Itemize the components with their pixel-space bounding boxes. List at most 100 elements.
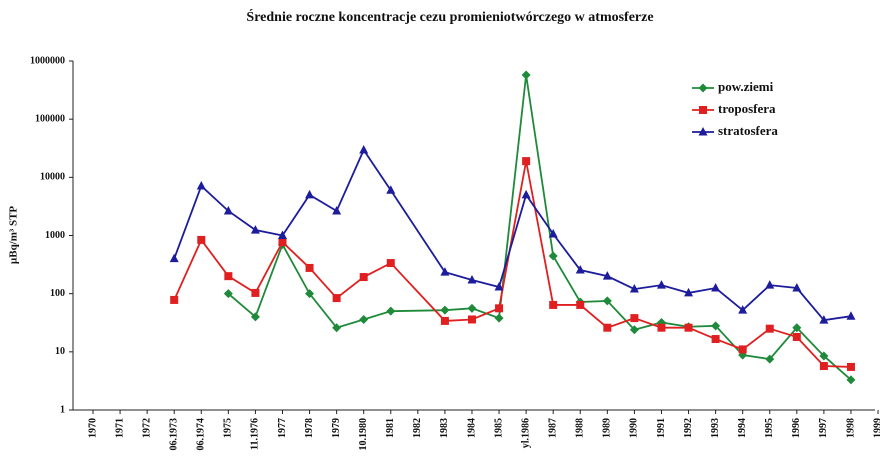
series-line	[227, 74, 852, 381]
x-tick-label: 1979	[331, 418, 342, 438]
data-point	[738, 345, 747, 354]
x-tick-label: 1985	[493, 418, 504, 438]
legend-label: troposfera	[718, 101, 776, 116]
data-point	[359, 273, 368, 282]
legend-label: stratosfera	[718, 123, 778, 138]
data-point	[548, 229, 558, 238]
data-point	[494, 282, 504, 291]
data-point	[197, 235, 206, 244]
x-tick-label: 1993	[710, 418, 721, 438]
data-point	[684, 287, 694, 297]
data-point	[521, 70, 531, 80]
x-tick-label: 1972	[141, 418, 152, 438]
data-point	[765, 354, 775, 364]
data-point	[576, 300, 585, 309]
data-point	[765, 324, 774, 333]
data-point	[792, 332, 801, 341]
data-point	[278, 238, 287, 247]
y-tick-label: 10000	[40, 172, 65, 183]
legend-label: pow.ziemi	[718, 79, 774, 94]
data-point	[711, 321, 721, 331]
y-tick-label: 100	[50, 288, 65, 299]
data-point	[467, 303, 477, 313]
data-point	[521, 189, 531, 199]
data-point	[440, 305, 450, 315]
data-point	[819, 351, 829, 361]
data-point	[170, 295, 179, 304]
data-point	[548, 251, 558, 261]
y-axis-label: µBq/m³ STP	[8, 206, 20, 265]
x-tick-label: 1989	[602, 418, 613, 438]
x-tick-label: 1999	[872, 418, 880, 438]
data-point	[223, 289, 233, 299]
x-tick-label: 1982	[412, 418, 423, 438]
x-tick-label: 06.1973	[169, 418, 180, 451]
y-tick-label: 1	[60, 404, 65, 415]
x-tick-label: 1994	[737, 418, 748, 438]
data-point	[196, 180, 206, 190]
x-tick-label: 1983	[439, 418, 450, 438]
data-point	[440, 316, 449, 325]
data-point	[549, 300, 558, 309]
data-point	[711, 335, 720, 344]
y-tick-label: 1000000	[30, 55, 65, 66]
chart-title: Średnie roczne koncentracje cezu promien…	[246, 8, 653, 25]
x-tick-label: 1998	[845, 418, 856, 438]
data-point	[575, 265, 585, 274]
data-point	[494, 313, 504, 323]
data-point	[792, 283, 802, 292]
data-point	[277, 230, 287, 239]
data-point	[467, 315, 476, 324]
data-point	[495, 304, 504, 313]
data-point	[819, 315, 829, 324]
data-point	[792, 323, 802, 333]
data-point	[467, 274, 477, 284]
data-point	[224, 272, 233, 281]
data-point	[711, 283, 721, 292]
x-tick-label: 1991	[656, 418, 667, 438]
x-tick-label: 1981	[385, 418, 396, 438]
data-point	[629, 284, 639, 293]
x-tick-label: 1992	[683, 418, 694, 438]
data-point	[386, 259, 395, 268]
x-tick-label: 1988	[575, 418, 586, 438]
x-tick-label: 1997	[818, 418, 829, 438]
data-point	[846, 311, 856, 320]
x-tick-label: 1971	[114, 418, 125, 438]
data-point	[602, 271, 612, 280]
data-point	[250, 312, 260, 322]
x-tick-label: 1987	[547, 418, 558, 438]
data-point	[359, 314, 369, 324]
data-point	[629, 325, 639, 335]
y-tick-label: 100000	[35, 113, 65, 124]
data-point	[819, 362, 828, 371]
x-tick-label: 1977	[277, 418, 288, 438]
data-point	[223, 205, 233, 215]
legend-marker	[699, 106, 707, 114]
data-point	[305, 289, 315, 299]
data-point	[765, 280, 775, 289]
x-tick-label: 1978	[304, 418, 315, 438]
x-tick-label: 1984	[466, 418, 477, 438]
data-point	[522, 157, 531, 166]
y-tick-label: 10	[55, 346, 65, 357]
data-point	[657, 323, 666, 332]
y-tick-label: 1000	[45, 230, 65, 241]
x-tick-label: 06.1974	[196, 418, 207, 451]
data-point	[630, 314, 639, 323]
data-point	[169, 253, 179, 263]
data-point	[656, 280, 666, 289]
data-point	[846, 362, 855, 371]
data-point	[386, 185, 396, 194]
data-point	[359, 145, 369, 154]
data-point	[386, 306, 396, 316]
data-point	[440, 267, 450, 276]
x-tick-label: 1970	[87, 418, 98, 438]
x-tick-label: 1990	[629, 418, 640, 438]
data-point	[251, 288, 260, 297]
data-point	[332, 323, 342, 333]
data-point	[738, 305, 748, 314]
data-point	[305, 189, 315, 199]
legend-marker	[698, 83, 708, 93]
